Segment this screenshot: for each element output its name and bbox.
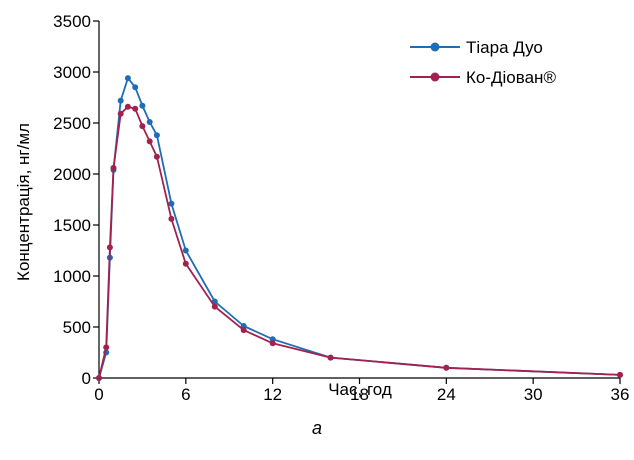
data-point bbox=[269, 336, 276, 343]
x-tick-label: 18 bbox=[350, 385, 369, 404]
x-tick-label: 30 bbox=[524, 385, 543, 404]
y-tick-label: 2500 bbox=[53, 114, 91, 133]
x-axis-title: Час, год bbox=[328, 380, 392, 399]
data-point bbox=[124, 103, 131, 110]
legend-swatch-marker bbox=[430, 42, 440, 52]
data-point bbox=[103, 344, 110, 351]
y-tick-label: 2000 bbox=[53, 165, 91, 184]
legend-label: Ко-Діован® bbox=[466, 68, 556, 87]
y-tick-label: 3500 bbox=[53, 12, 91, 31]
data-point bbox=[106, 244, 113, 251]
data-point bbox=[110, 164, 117, 171]
data-point bbox=[168, 200, 175, 207]
data-point bbox=[443, 364, 450, 371]
data-point bbox=[240, 327, 247, 334]
series-line bbox=[98, 77, 621, 379]
data-point bbox=[182, 247, 189, 254]
data-point bbox=[182, 260, 189, 267]
data-point bbox=[146, 138, 153, 145]
data-point bbox=[117, 97, 124, 104]
y-tick-label: 500 bbox=[63, 318, 91, 337]
x-tick-label: 36 bbox=[611, 385, 630, 404]
x-tick-label: 6 bbox=[181, 385, 190, 404]
data-point bbox=[96, 375, 102, 381]
data-point bbox=[211, 303, 218, 310]
data-point bbox=[139, 123, 146, 130]
data-point bbox=[132, 105, 139, 112]
y-tick-label: 3000 bbox=[53, 63, 91, 82]
legend-item: Тіара Дуо bbox=[410, 38, 543, 57]
legend-item: Ко-Діован® bbox=[410, 68, 556, 87]
x-tick-label: 12 bbox=[263, 385, 282, 404]
data-point bbox=[146, 119, 153, 125]
data-point bbox=[117, 110, 124, 117]
data-point bbox=[139, 102, 146, 109]
y-tick-label: 0 bbox=[82, 369, 91, 388]
data-point bbox=[124, 75, 131, 82]
y-tick-label: 1000 bbox=[53, 267, 91, 286]
data-point bbox=[269, 340, 276, 347]
y-tick-label: 1500 bbox=[53, 216, 91, 235]
data-point bbox=[168, 215, 175, 222]
x-tick-label: 24 bbox=[437, 385, 456, 404]
series-layer bbox=[96, 75, 623, 381]
legend-swatch-marker bbox=[430, 72, 440, 82]
data-point bbox=[153, 153, 160, 160]
data-point bbox=[327, 354, 334, 361]
legend: Тіара Дуо Ко-Діован® bbox=[410, 38, 556, 87]
panel-label: а bbox=[312, 418, 322, 438]
series-2 bbox=[96, 103, 623, 381]
data-point bbox=[132, 84, 139, 91]
data-point bbox=[617, 371, 623, 378]
x-tick-label: 0 bbox=[94, 385, 103, 404]
axes: 0 500 1000 1500 2000 2500 3000 3500 0 6 12 18 24 30 36 bbox=[53, 12, 629, 404]
y-axis-title: Концентрація, нг/мл bbox=[14, 123, 33, 281]
series-line bbox=[98, 105, 621, 379]
data-point bbox=[153, 132, 160, 139]
legend-label: Тіара Дуо bbox=[466, 38, 543, 57]
data-point bbox=[240, 323, 247, 329]
